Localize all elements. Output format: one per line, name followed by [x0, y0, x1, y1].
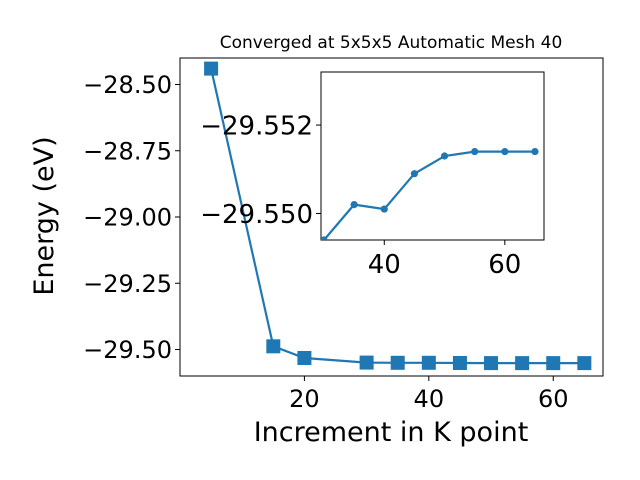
y-axis-label: Energy (eV) [29, 136, 60, 295]
inset-data-point [410, 170, 419, 178]
x-axis-label: Increment in K point [254, 417, 529, 448]
main-data-point [452, 355, 467, 370]
main-y-tick-label: −29.00 [83, 204, 172, 232]
inset-series-line [323, 150, 535, 240]
inset-y-tick-label: −29.552 [200, 111, 313, 141]
inset-data-point [471, 147, 479, 156]
inset-data-point [321, 236, 328, 240]
inset-axes-frame [320, 71, 545, 241]
inset-x-tick-label: 60 [488, 250, 521, 280]
main-data-point [546, 356, 561, 371]
main-data-point [577, 356, 592, 371]
main-x-tick-label: 60 [538, 385, 569, 413]
main-data-point [390, 355, 405, 370]
inset-data-point [440, 152, 449, 160]
main-data-point [297, 350, 312, 365]
chart-title: Converged at 5x5x5 Automatic Mesh 40 [220, 33, 563, 53]
main-data-point [421, 355, 436, 370]
main-x-tick-label: 40 [414, 385, 445, 413]
main-data-point [204, 61, 219, 76]
inset-data-point [501, 147, 509, 156]
main-y-tick-label: −28.75 [83, 137, 172, 165]
inset-plot: 40 60 −29.552 −29.550 [200, 71, 545, 280]
inset-data-point [531, 147, 539, 156]
main-y-tick-label: −28.50 [83, 71, 172, 99]
main-data-point [515, 356, 530, 371]
inset-data-point [350, 201, 358, 209]
main-data-point [359, 355, 374, 370]
main-y-tick-label: −29.25 [83, 270, 172, 298]
main-data-point [266, 339, 281, 354]
inset-background [321, 72, 544, 240]
main-data-point [484, 356, 499, 371]
inset-y-tick-label: −29.550 [200, 200, 313, 230]
main-x-tick-label: 20 [289, 385, 320, 413]
main-y-tick-label: −29.50 [83, 336, 172, 364]
inset-data-point [380, 205, 388, 213]
inset-x-tick-label: 40 [368, 250, 401, 280]
main-plot: 20 40 60 −28.50 −28.75 −29.00 −29.25 −29.50 [83, 57, 604, 413]
